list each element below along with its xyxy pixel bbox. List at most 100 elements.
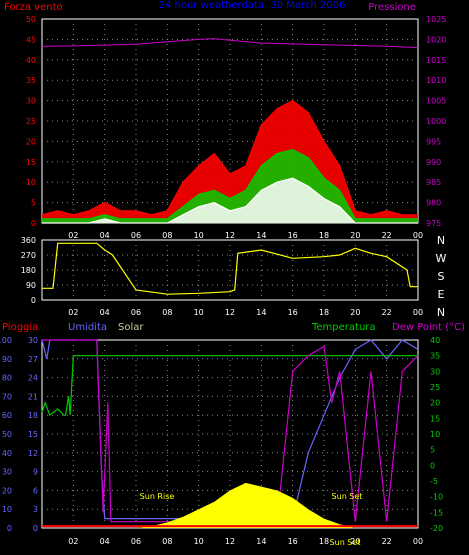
humidity-y-tick: 70 (2, 392, 12, 401)
humidity-y-tick: 30 (2, 468, 12, 477)
sun-set-axis-label: Sun Set (330, 538, 361, 547)
rain-axis-title: Pioggia (2, 322, 38, 333)
x-tick-label: 10 (194, 537, 204, 546)
x-tick-label: 12 (225, 308, 235, 317)
pressure-y-tick: 975 (426, 219, 441, 228)
wind-average-line (42, 148, 418, 220)
temperature-y-tick: -20 (430, 524, 443, 533)
direction-y-tick: 180 (21, 266, 36, 275)
x-tick-label: 20 (350, 308, 360, 317)
humidity-axis-title: Umidita (68, 322, 107, 333)
temperature-y-ticks: -20 -15 -10 -5 0 5 10 15 20 25 30 35 40 (430, 336, 443, 533)
wind-minimum-line (42, 177, 418, 224)
temperature-y-tick: 35 (430, 352, 440, 361)
humidity-y-tick: 0 (7, 524, 12, 533)
rain-y-ticks: 0 3 6 9 12 15 18 21 24 27 30 (28, 336, 38, 533)
wind-axis-title: Forza vento (4, 2, 63, 13)
direction-grid (41, 239, 419, 301)
temperature-y-tick: -10 (430, 493, 443, 502)
temperature-y-tick: 40 (430, 336, 440, 345)
x-tick-label: 22 (382, 308, 392, 317)
rain-x-ticks: 02 04 06 08 10 12 14 16 18 20 22 00 (68, 537, 423, 546)
humidity-y-tick: 10 (2, 505, 12, 514)
compass-label: W (436, 252, 447, 265)
wind-y-tick: 45 (26, 35, 36, 44)
x-tick-label: 22 (382, 537, 392, 546)
x-tick-label: 10 (194, 231, 204, 240)
sun-rise-label: Sun Rise (140, 492, 175, 501)
pressure-axis-title: Pressione (368, 2, 416, 13)
direction-y-ticks: 0 90 180 270 360 (21, 236, 36, 305)
x-tick-label: 12 (225, 231, 235, 240)
x-tick-label: 18 (319, 537, 329, 546)
direction-y-tick: 360 (21, 236, 36, 245)
humidity-y-tick: 100 (0, 336, 12, 345)
compass-label: N (437, 234, 445, 247)
x-tick-label: 04 (100, 308, 110, 317)
temperature-line (41, 355, 418, 417)
wind-y-tick: 50 (26, 15, 36, 24)
wind-x-ticks: 02 04 06 08 10 12 14 16 18 20 22 00 (68, 231, 423, 240)
temperature-y-tick: 30 (430, 367, 440, 376)
wind-y-tick: 30 (26, 97, 36, 106)
x-tick-label: 20 (350, 537, 360, 546)
wind-series (41, 38, 419, 224)
humidity-y-ticks: 0 10 20 30 40 50 60 70 80 90 100 (0, 336, 12, 533)
rain-y-tick: 3 (33, 505, 38, 514)
direction-y-tick: 270 (21, 251, 36, 260)
rain-y-tick: 27 (28, 355, 38, 364)
temperature-y-tick: -15 (430, 508, 443, 517)
wind-y-ticks: 0 5 10 15 20 25 30 35 40 45 50 (26, 15, 36, 228)
wind-y-tick: 0 (31, 219, 36, 228)
humidity-y-tick: 40 (2, 449, 12, 458)
humidity-y-tick: 80 (2, 374, 12, 383)
x-tick-label: 08 (162, 231, 172, 240)
x-tick-label: 14 (256, 231, 266, 240)
pressure-y-ticks: 975 980 985 990 995 1000 1005 1010 1015 1020 1025 (426, 15, 446, 228)
rain-y-tick: 24 (28, 374, 38, 383)
temperature-y-tick: -5 (430, 477, 438, 486)
wind-y-tick: 20 (26, 137, 36, 146)
rain-y-tick: 18 (28, 411, 38, 420)
solar-axis-title: Solar (118, 322, 144, 333)
x-tick-label: 18 (319, 308, 329, 317)
temperature-y-tick: 25 (430, 383, 440, 392)
wind-y-tick: 35 (26, 76, 36, 85)
x-tick-label: 06 (131, 231, 141, 240)
temperature-y-tick: 15 (430, 414, 440, 423)
x-tick-label: 06 (131, 537, 141, 546)
rain-y-tick: 9 (33, 468, 38, 477)
x-tick-label: 18 (319, 231, 329, 240)
direction-series (42, 242, 418, 295)
rain-y-tick: 15 (28, 430, 38, 439)
x-tick-label: 06 (131, 308, 141, 317)
rain-y-tick: 6 (33, 486, 38, 495)
compass-label: E (438, 288, 445, 301)
x-tick-label: 02 (68, 537, 78, 546)
humidity-y-tick: 50 (2, 430, 12, 439)
wind-y-tick: 25 (26, 117, 36, 126)
x-tick-label: 08 (162, 537, 172, 546)
x-tick-label: 00 (413, 308, 423, 317)
pressure-y-tick: 990 (426, 158, 441, 167)
rain-y-tick: 12 (28, 449, 38, 458)
pressure-y-tick: 1010 (426, 76, 446, 85)
wind-direction-line (42, 242, 418, 295)
pressure-y-tick: 985 (426, 178, 441, 187)
wind-pressure-chart: Forza vento 24 hour weatherdata, 30 Marc… (4, 0, 446, 240)
pressure-y-tick: 1015 (426, 56, 446, 65)
rain-y-tick: 30 (28, 336, 38, 345)
pressure-y-tick: 995 (426, 137, 441, 146)
compass-label: N (437, 306, 445, 319)
pressure-line (41, 38, 419, 49)
direction-y-tick: 90 (26, 281, 36, 290)
x-tick-label: 02 (68, 308, 78, 317)
x-tick-label: 16 (288, 537, 298, 546)
x-tick-label: 00 (413, 537, 423, 546)
temperature-y-tick: 20 (430, 399, 440, 408)
wind-y-tick: 40 (26, 56, 36, 65)
wind-speed-line (41, 99, 418, 216)
